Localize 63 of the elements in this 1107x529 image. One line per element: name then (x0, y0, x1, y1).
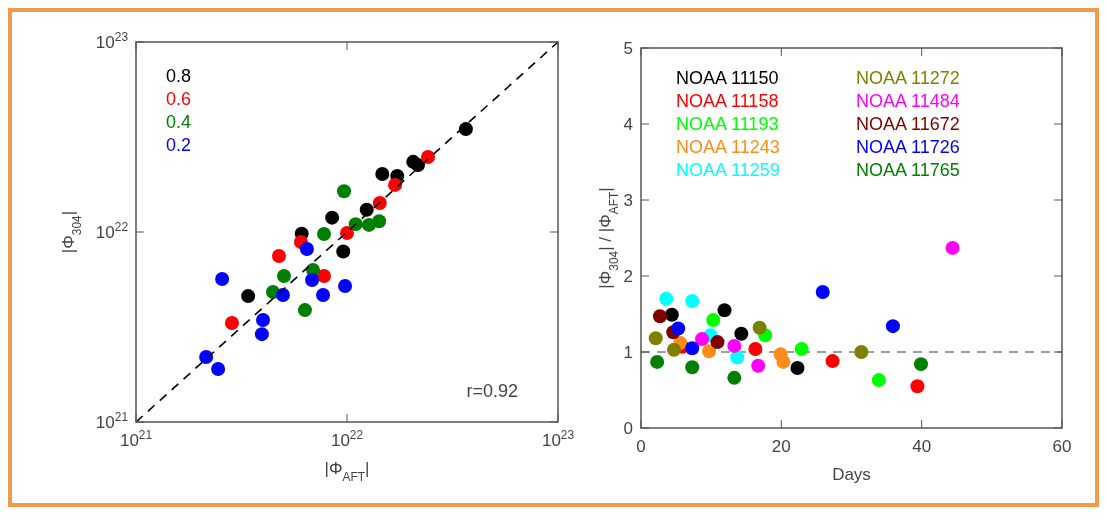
text: NOAA 11150 (676, 68, 779, 88)
point (871, 373, 886, 388)
text: NOAA 11158 (676, 91, 779, 111)
text: NOAA 11672 (856, 114, 960, 134)
text: NOAA 11726 (856, 137, 960, 157)
x-axis-title: Days (832, 465, 871, 484)
y-tick-label: 3 (623, 191, 633, 210)
point (727, 338, 742, 353)
point (702, 344, 717, 359)
text: 0.2 (166, 135, 192, 155)
point (648, 331, 663, 346)
text: NOAA 11272 (856, 68, 960, 88)
point (748, 341, 763, 356)
point (695, 332, 710, 347)
text: NOAA 11259 (676, 160, 780, 180)
y-tick-label: 4 (623, 115, 633, 134)
point (794, 341, 809, 356)
x-tick-label: 40 (912, 437, 932, 456)
text: NOAA 11765 (856, 160, 960, 180)
y-tick-label: 1 (623, 343, 633, 362)
point (790, 360, 805, 375)
x-tick-label: 20 (771, 437, 791, 456)
x-tick-label: 10$^{22}$ (330, 428, 364, 450)
point (666, 342, 681, 357)
y-tick-label: 10$^{22}$ (95, 220, 129, 242)
point (650, 354, 665, 369)
text: 0.4 (166, 112, 192, 132)
y-tick-label: 5 (623, 39, 633, 58)
point (730, 350, 745, 365)
point (710, 335, 725, 350)
point (945, 240, 960, 255)
text: NOAA 11484 (856, 91, 960, 111)
x-axis-title: |Φ$_{AFT}$| (324, 459, 370, 484)
point (671, 321, 686, 336)
point (885, 319, 900, 334)
x-tick-label: 60 (1052, 437, 1072, 456)
point (751, 358, 766, 373)
x-tick-label: 0 (636, 437, 646, 456)
point (717, 303, 732, 318)
point (913, 357, 928, 372)
point (659, 291, 674, 306)
point (685, 341, 700, 356)
point (776, 354, 791, 369)
point (685, 294, 700, 309)
point (825, 354, 840, 369)
point (664, 307, 679, 322)
text: 0.8 (166, 66, 192, 86)
point (706, 313, 721, 328)
point (727, 370, 742, 385)
x-tick-label: 10$^{23}$ (541, 428, 575, 450)
y-tick-label: 10$^{23}$ (95, 30, 129, 52)
text: NOAA 11243 (676, 137, 780, 157)
point (752, 320, 767, 335)
point (685, 360, 700, 375)
point (734, 326, 749, 341)
point (652, 309, 667, 324)
text: 0.6 (166, 89, 192, 109)
point (815, 284, 830, 299)
text: NOAA 11193 (676, 114, 779, 134)
point (854, 345, 869, 359)
y-tick-label: 2 (623, 267, 633, 286)
point (910, 379, 925, 394)
annotation: r=0.92 (466, 381, 518, 401)
